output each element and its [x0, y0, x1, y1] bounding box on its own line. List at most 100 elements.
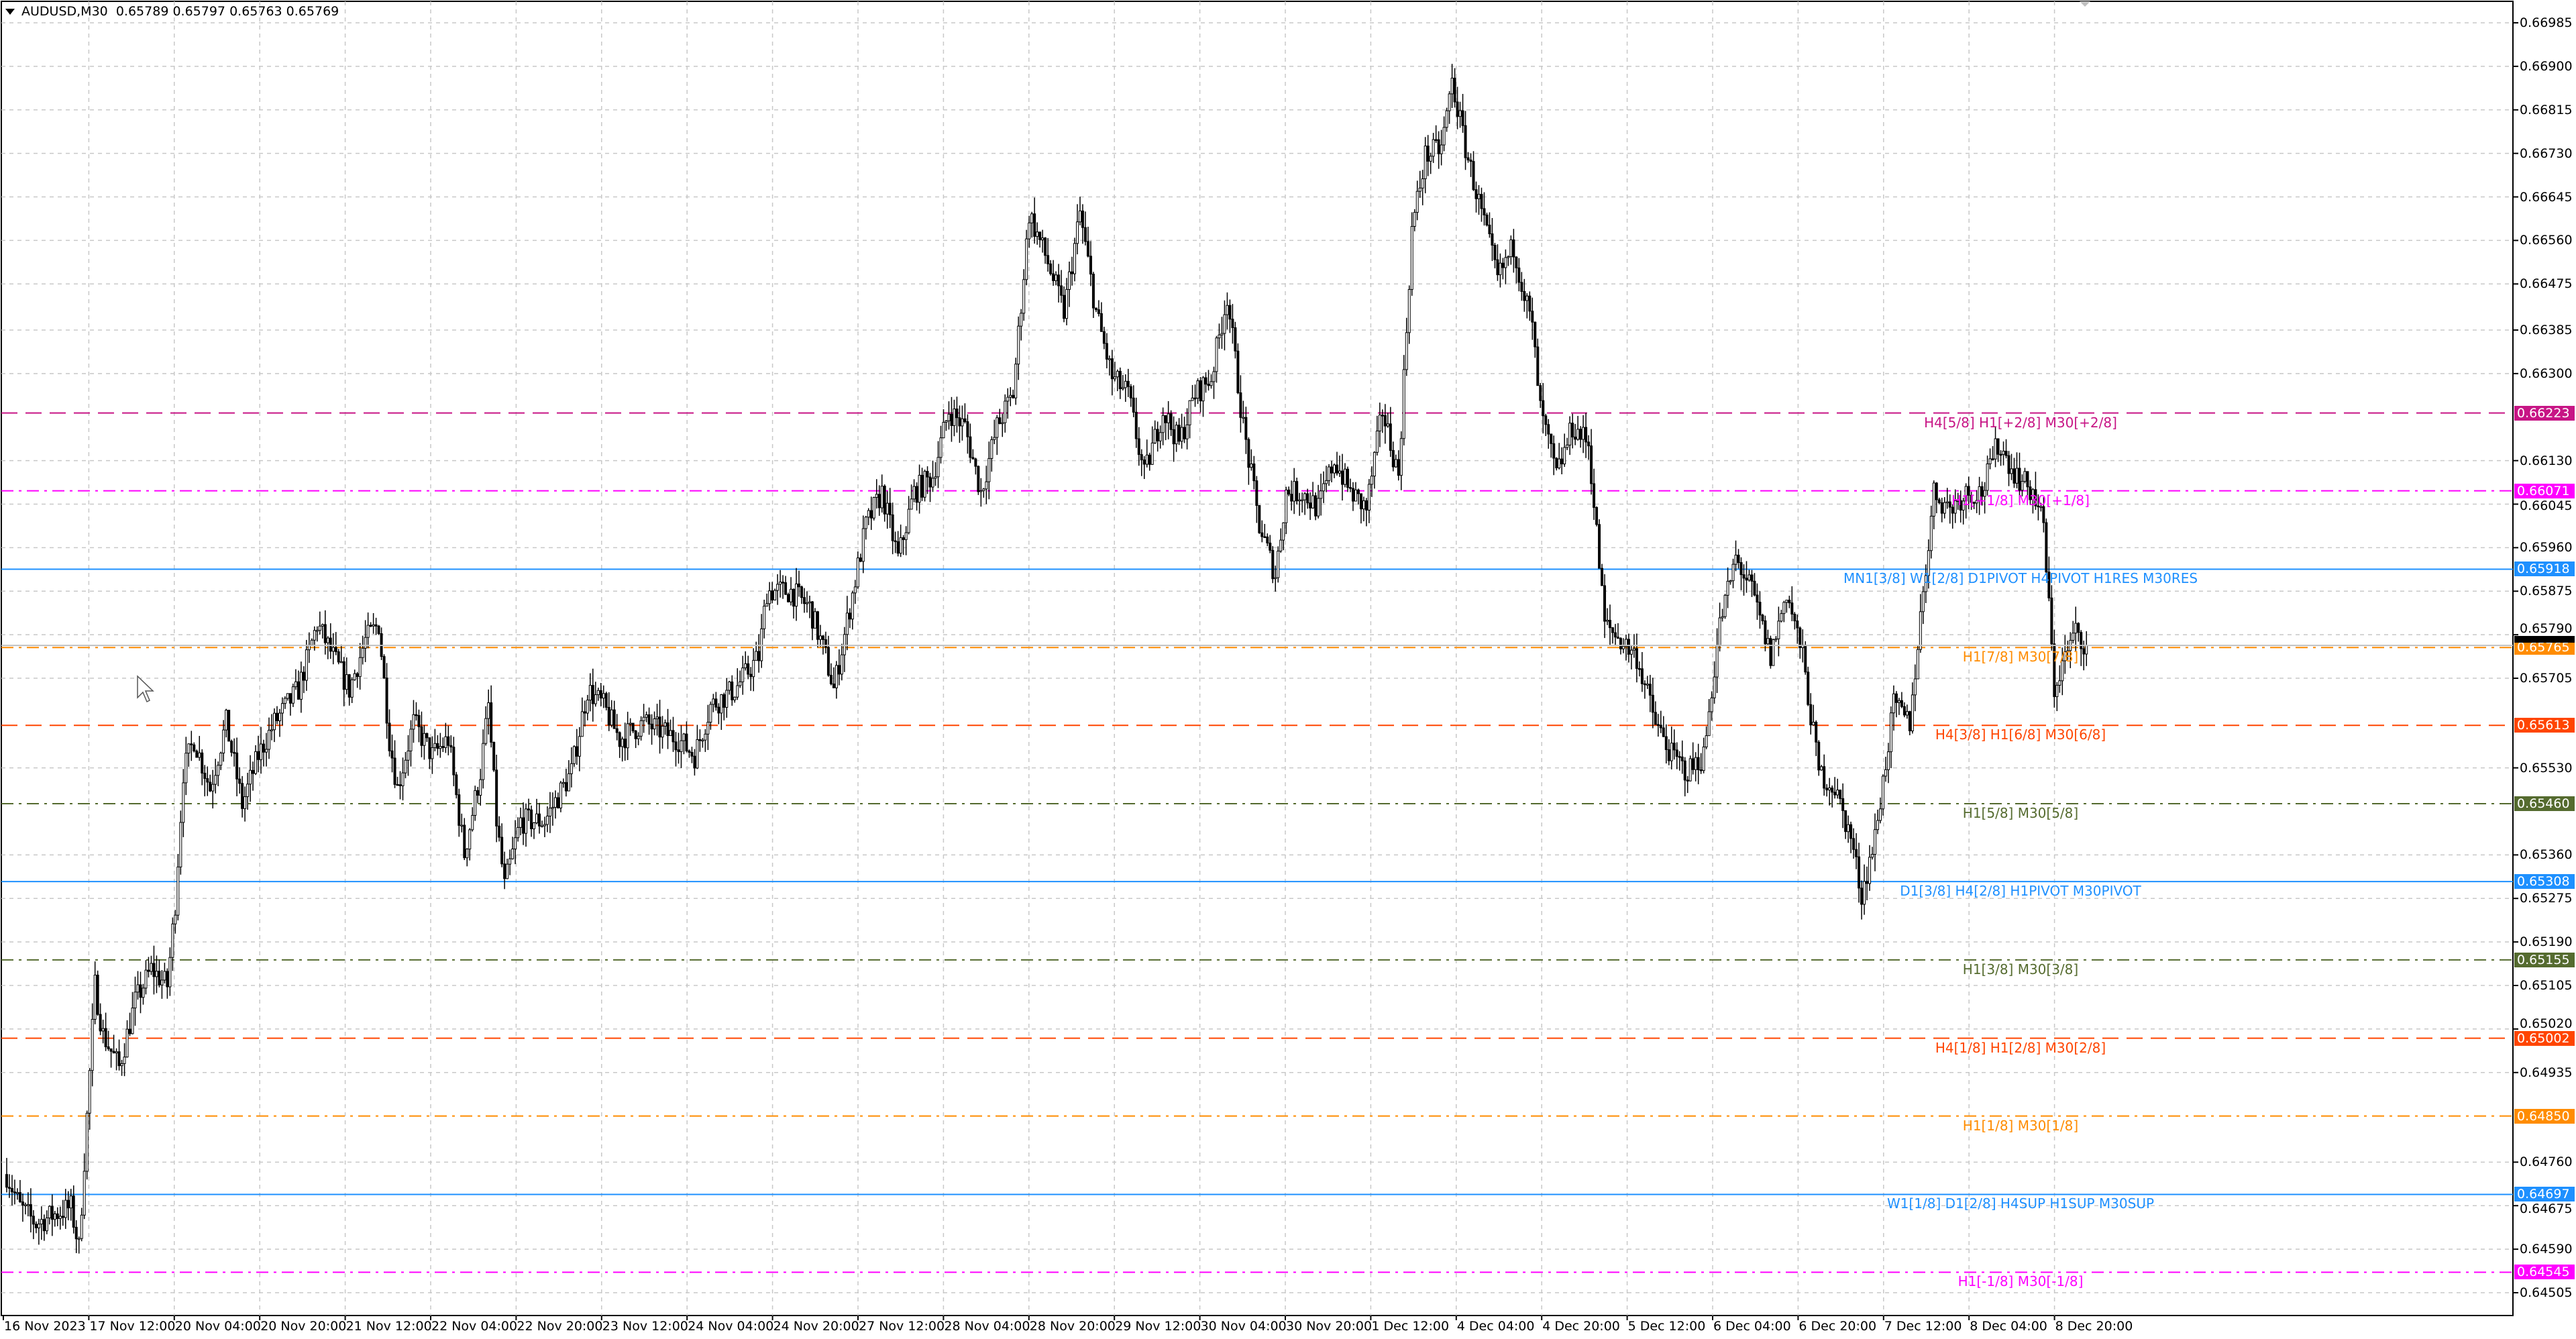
candle-bear — [1667, 749, 1670, 761]
candle-bear — [1550, 433, 1553, 444]
candle-bear — [800, 586, 804, 598]
candle-bull — [1328, 466, 1331, 481]
candle-bear — [803, 597, 806, 604]
candle-bull — [2039, 506, 2043, 508]
candle-bull — [907, 508, 910, 533]
candle-bear — [428, 737, 431, 759]
candle-bull — [701, 739, 704, 742]
candle-bear — [1817, 741, 1821, 771]
y-tick-label: 0.65705 — [2520, 671, 2573, 686]
candle-bull — [990, 439, 994, 459]
candle-bull — [1785, 600, 1788, 603]
candle-bull — [15, 1192, 19, 1194]
level-label: H1[5/8] M30[5/8] — [1962, 805, 2079, 822]
candle-bear — [731, 681, 734, 700]
candle-bear — [1579, 429, 1582, 440]
candle-bear — [1651, 694, 1654, 713]
candle-bull — [1710, 697, 1713, 712]
y-tick-label: 0.65790 — [2520, 621, 2573, 637]
candle-bear — [1271, 549, 1275, 580]
candle-bear — [238, 778, 241, 784]
candle-bull — [1279, 539, 1283, 551]
candle-bull — [1028, 222, 1031, 239]
candle-bull — [1167, 413, 1170, 423]
candle-bull — [939, 437, 943, 458]
candle-bull — [953, 409, 956, 426]
candle-bear — [337, 651, 340, 663]
y-tick-label: 0.66475 — [2520, 276, 2573, 292]
candle-bear — [1060, 285, 1063, 296]
candle-bull — [680, 740, 683, 753]
candle-bear — [672, 730, 675, 743]
candle-bull — [1375, 430, 1379, 453]
candle-bull — [1196, 380, 1199, 398]
candle-bear — [1753, 580, 1756, 596]
candle-bull — [540, 825, 543, 827]
candle-bear — [152, 963, 156, 977]
candle-bear — [201, 752, 204, 773]
candle-bull — [1250, 463, 1253, 468]
candle-bull — [1317, 498, 1320, 517]
candle-bull — [1978, 486, 1981, 501]
candle-bear — [490, 702, 493, 743]
candle-bull — [864, 517, 867, 529]
candle-bear — [631, 722, 635, 732]
candle-bear — [575, 746, 578, 757]
candle-bear — [109, 1048, 113, 1052]
candle-bull — [725, 690, 729, 708]
candle-bear — [1587, 441, 1591, 447]
candle-bear — [117, 1051, 121, 1067]
candle-bear — [492, 741, 496, 771]
candle-bull — [931, 478, 934, 488]
candle-bull — [945, 420, 948, 423]
candle-bear — [1697, 757, 1700, 770]
candle-bear — [1601, 568, 1604, 586]
candle-bull — [484, 718, 488, 744]
candle-bull — [1014, 364, 1018, 398]
candle-bull — [1905, 711, 1909, 716]
x-tick-label: 6 Dec 04:00 — [1713, 1319, 1791, 1334]
candle-bull — [345, 674, 348, 690]
dropdown-triangle-icon[interactable] — [5, 9, 15, 15]
candle-bull — [996, 417, 999, 438]
candle-bear — [902, 537, 905, 540]
candle-bull — [594, 694, 597, 704]
candle-bull — [260, 743, 263, 760]
candle-bear — [538, 813, 541, 826]
candle-bear — [1648, 684, 1652, 696]
candle-bull — [741, 667, 745, 682]
candle-bear — [747, 663, 750, 675]
candle-bear — [1691, 758, 1695, 770]
candle-bear — [810, 601, 814, 629]
level-label: H1[3/8] M30[3/8] — [1962, 961, 2079, 977]
candle-bear — [449, 745, 453, 748]
candle-bull — [1394, 459, 1397, 468]
candle-bull — [1325, 480, 1328, 484]
candle-bull — [875, 494, 878, 498]
candle-bear — [323, 624, 327, 643]
candle-bull — [553, 797, 557, 808]
candle-bear — [1472, 161, 1475, 191]
candle-bear — [1948, 501, 1951, 508]
candle-bear — [1675, 749, 1678, 757]
candle-bear — [1097, 309, 1100, 314]
y-tick-label: 0.64935 — [2520, 1065, 2573, 1080]
candle-bull — [2031, 489, 2035, 500]
candle-bull — [918, 474, 921, 503]
candle-bull — [899, 537, 902, 554]
y-tick-label: 0.65275 — [2520, 891, 2573, 906]
candle-bull — [1399, 438, 1403, 476]
candle-bear — [1287, 489, 1291, 495]
candle-bull — [1402, 369, 1405, 439]
candle-bear — [1902, 706, 1906, 716]
candle-bull — [1036, 231, 1039, 237]
candle-bull — [755, 651, 758, 661]
candle-bull — [993, 437, 996, 440]
candle-bear — [190, 743, 193, 745]
shift-marker-icon[interactable] — [2080, 1, 2090, 7]
candle-bear — [356, 673, 359, 678]
candle-bull — [366, 625, 370, 638]
candle-bull — [1836, 790, 1839, 796]
candle-bull — [586, 700, 589, 714]
